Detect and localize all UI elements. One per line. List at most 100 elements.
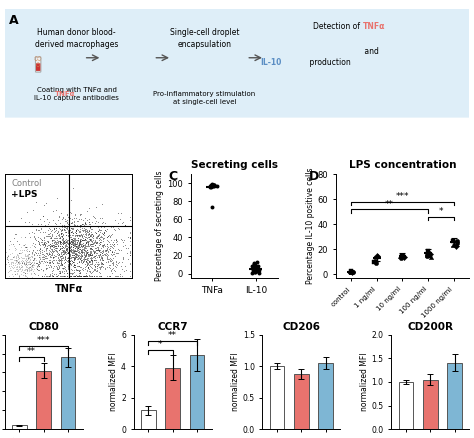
Point xyxy=(84,241,92,248)
Point xyxy=(126,235,134,242)
Point xyxy=(112,237,120,244)
Point xyxy=(11,245,19,252)
Point xyxy=(14,265,21,272)
Point xyxy=(75,267,82,274)
Point xyxy=(46,259,53,266)
Point xyxy=(72,234,79,241)
Point xyxy=(82,245,90,252)
Point xyxy=(25,247,33,254)
Point xyxy=(93,272,100,279)
Point xyxy=(77,253,85,260)
Point xyxy=(114,240,121,247)
Point xyxy=(109,252,116,259)
Text: *: * xyxy=(158,340,163,350)
Point xyxy=(76,238,83,245)
Point xyxy=(94,246,102,253)
Point xyxy=(70,255,78,262)
Point xyxy=(36,255,44,262)
Point xyxy=(82,236,89,243)
Point xyxy=(80,246,88,253)
Point xyxy=(35,254,43,261)
Point xyxy=(76,248,83,255)
Point xyxy=(53,225,60,232)
Point xyxy=(64,210,71,217)
Point xyxy=(49,264,56,271)
Point xyxy=(93,267,101,274)
Point xyxy=(88,258,96,265)
Point xyxy=(43,243,50,250)
Point xyxy=(63,226,71,233)
Point xyxy=(27,269,35,276)
Point xyxy=(91,247,99,254)
Point xyxy=(48,245,55,252)
Point xyxy=(75,227,83,234)
Point xyxy=(397,254,405,261)
Point xyxy=(83,239,91,246)
Point xyxy=(99,254,106,261)
Point xyxy=(15,254,23,261)
Point xyxy=(61,225,68,232)
Point xyxy=(45,251,53,258)
Point xyxy=(12,257,20,264)
Point xyxy=(24,254,32,261)
Point xyxy=(126,250,134,257)
Point xyxy=(450,242,457,249)
Point xyxy=(63,243,70,250)
Point xyxy=(84,216,91,223)
Point xyxy=(109,261,117,268)
Point xyxy=(84,261,92,268)
Point xyxy=(76,270,84,277)
Point xyxy=(104,248,112,255)
Point xyxy=(61,263,69,270)
Point xyxy=(60,272,68,279)
Point xyxy=(72,251,79,258)
Point xyxy=(21,241,28,248)
Point xyxy=(126,233,134,240)
Point xyxy=(33,265,41,272)
Point xyxy=(59,261,66,268)
Point xyxy=(13,252,21,259)
Point xyxy=(78,243,86,250)
Point xyxy=(91,219,98,226)
Point xyxy=(81,247,89,254)
Point xyxy=(53,260,61,267)
Point xyxy=(71,261,78,268)
Point xyxy=(45,242,53,249)
Point xyxy=(88,240,95,247)
Point xyxy=(52,232,60,239)
Point xyxy=(19,268,27,276)
Point xyxy=(77,232,84,239)
Point xyxy=(71,264,78,271)
Point xyxy=(70,262,78,269)
Point xyxy=(72,249,79,256)
Point xyxy=(110,236,118,243)
Point xyxy=(57,249,64,256)
Point xyxy=(80,240,87,247)
Point xyxy=(35,241,43,248)
Point xyxy=(81,253,89,260)
Point xyxy=(73,267,81,274)
Point xyxy=(74,241,82,248)
Point xyxy=(83,229,91,236)
Point xyxy=(41,222,48,229)
Point xyxy=(109,257,116,264)
Point xyxy=(66,272,74,279)
Point xyxy=(27,262,35,269)
Point xyxy=(63,249,71,256)
Point xyxy=(67,261,75,268)
Point xyxy=(206,183,214,190)
Point xyxy=(82,252,90,259)
Point xyxy=(209,182,217,189)
Point xyxy=(85,223,93,230)
Point xyxy=(30,251,37,258)
Point xyxy=(5,256,12,263)
Point xyxy=(13,257,20,264)
Point xyxy=(88,257,96,264)
Point xyxy=(70,264,78,271)
Point xyxy=(0,266,8,273)
Point xyxy=(12,257,19,264)
Point xyxy=(88,230,96,237)
Point xyxy=(112,258,120,265)
Point xyxy=(59,239,67,246)
Point xyxy=(75,272,83,279)
